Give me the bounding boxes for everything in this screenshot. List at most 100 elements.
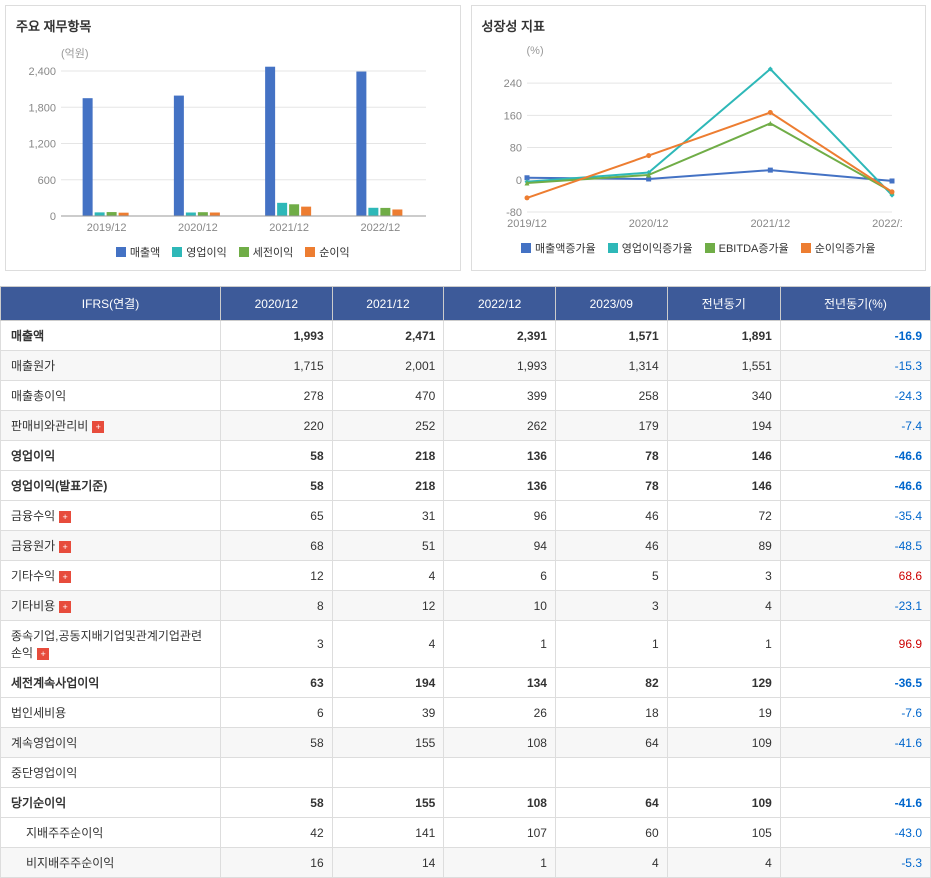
cell-pct: -15.3 xyxy=(780,351,930,381)
row-label: 영업이익 xyxy=(1,441,221,471)
legend-label: 영업이익증가율 xyxy=(622,240,693,256)
cell-value: 155 xyxy=(332,788,444,818)
svg-text:2020/12: 2020/12 xyxy=(178,222,218,234)
row-label: 중단영업이익 xyxy=(1,758,221,788)
cell-value: 4 xyxy=(667,591,780,621)
cell-value: 1,314 xyxy=(555,351,667,381)
table-row: 계속영업이익5815510864109-41.6 xyxy=(1,728,931,758)
expand-icon[interactable]: + xyxy=(59,541,71,553)
cell-value: 1 xyxy=(444,848,556,878)
cell-value: 194 xyxy=(667,411,780,441)
svg-text:2020/12: 2020/12 xyxy=(628,218,668,230)
cell-value: 1,993 xyxy=(444,351,556,381)
cell-value: 4 xyxy=(332,621,444,668)
cell-value: 46 xyxy=(555,531,667,561)
expand-icon[interactable]: + xyxy=(92,421,104,433)
bar-chart-title: 주요 재무항목 xyxy=(16,16,450,35)
cell-value: 26 xyxy=(444,698,556,728)
cell-pct: -46.6 xyxy=(780,471,930,501)
expand-icon[interactable]: + xyxy=(59,511,71,523)
cell-value: 39 xyxy=(332,698,444,728)
cell-pct: -48.5 xyxy=(780,531,930,561)
cell-value: 1,551 xyxy=(667,351,780,381)
cell-value: 2,471 xyxy=(332,321,444,351)
expand-icon[interactable]: + xyxy=(37,648,49,660)
cell-value: 4 xyxy=(555,848,667,878)
cell-value: 258 xyxy=(555,381,667,411)
cell-value xyxy=(555,758,667,788)
row-label: 매출총이익 xyxy=(1,381,221,411)
cell-value: 470 xyxy=(332,381,444,411)
bar-chart: 06001,2001,8002,4002019/122020/122021/12… xyxy=(16,66,450,236)
bar-chart-legend: 매출액 영업이익 세전이익 순이익 xyxy=(16,244,450,260)
cell-value: 107 xyxy=(444,818,556,848)
cell-value: 218 xyxy=(332,471,444,501)
table-row: 세전계속사업이익6319413482129-36.5 xyxy=(1,668,931,698)
cell-pct: 68.6 xyxy=(780,561,930,591)
legend-label: 세전이익 xyxy=(253,244,293,260)
cell-value: 42 xyxy=(221,818,333,848)
expand-icon[interactable]: + xyxy=(59,571,71,583)
cell-value: 109 xyxy=(667,728,780,758)
table-header-col: 전년동기 xyxy=(667,287,780,321)
table-row: 매출액1,9932,4712,3911,5711,891-16.9 xyxy=(1,321,931,351)
legend-label: 영업이익 xyxy=(186,244,226,260)
legend-label: 매출액증가율 xyxy=(535,240,596,256)
legend-item: 매출액 xyxy=(116,244,160,260)
cell-pct: -5.3 xyxy=(780,848,930,878)
cell-value: 262 xyxy=(444,411,556,441)
cell-value: 3 xyxy=(555,591,667,621)
cell-value: 134 xyxy=(444,668,556,698)
cell-value: 2,391 xyxy=(444,321,556,351)
cell-value: 1,571 xyxy=(555,321,667,351)
row-label: 금융수익+ xyxy=(1,501,221,531)
table-header-label: IFRS(연결) xyxy=(1,287,221,321)
cell-value: 89 xyxy=(667,531,780,561)
cell-value xyxy=(444,758,556,788)
cell-value: 194 xyxy=(332,668,444,698)
cell-value: 19 xyxy=(667,698,780,728)
cell-pct: -23.1 xyxy=(780,591,930,621)
line-chart-unit: (%) xyxy=(482,45,916,57)
cell-value: 4 xyxy=(332,561,444,591)
table-row: 법인세비용639261819-7.6 xyxy=(1,698,931,728)
row-label: 매출원가 xyxy=(1,351,221,381)
row-label: 세전계속사업이익 xyxy=(1,668,221,698)
table-row: 매출총이익278470399258340-24.3 xyxy=(1,381,931,411)
cell-value: 58 xyxy=(221,441,333,471)
cell-value: 218 xyxy=(332,441,444,471)
svg-text:2,400: 2,400 xyxy=(28,66,56,78)
cell-pct xyxy=(780,758,930,788)
svg-text:2019/12: 2019/12 xyxy=(507,218,547,230)
legend-item: 순이익증가율 xyxy=(801,240,876,256)
bar-chart-unit: (억원) xyxy=(16,45,450,61)
cell-pct: -7.4 xyxy=(780,411,930,441)
cell-value: 60 xyxy=(555,818,667,848)
cell-value: 51 xyxy=(332,531,444,561)
cell-value: 136 xyxy=(444,441,556,471)
cell-value: 2,001 xyxy=(332,351,444,381)
legend-item: 순이익 xyxy=(305,244,349,260)
cell-pct: -41.6 xyxy=(780,788,930,818)
cell-value: 129 xyxy=(667,668,780,698)
table-row: 종속기업,공동지배기업및관계기업관련손익+3411196.9 xyxy=(1,621,931,668)
cell-value: 58 xyxy=(221,728,333,758)
cell-value xyxy=(332,758,444,788)
cell-value: 179 xyxy=(555,411,667,441)
cell-pct: -36.5 xyxy=(780,668,930,698)
svg-text:2021/12: 2021/12 xyxy=(269,222,309,234)
cell-value: 1,891 xyxy=(667,321,780,351)
table-header-row: IFRS(연결) 2020/12 2021/12 2022/12 2023/09… xyxy=(1,287,931,321)
expand-icon[interactable]: + xyxy=(59,601,71,613)
table-row: 비지배주주순이익1614144-5.3 xyxy=(1,848,931,878)
cell-value: 1,715 xyxy=(221,351,333,381)
legend-item: 영업이익증가율 xyxy=(608,240,693,256)
cell-value: 78 xyxy=(555,471,667,501)
svg-text:600: 600 xyxy=(38,175,56,187)
legend-label: 순이익증가율 xyxy=(815,240,876,256)
cell-value: 136 xyxy=(444,471,556,501)
cell-value: 278 xyxy=(221,381,333,411)
cell-value: 146 xyxy=(667,441,780,471)
cell-value: 63 xyxy=(221,668,333,698)
cell-value: 146 xyxy=(667,471,780,501)
